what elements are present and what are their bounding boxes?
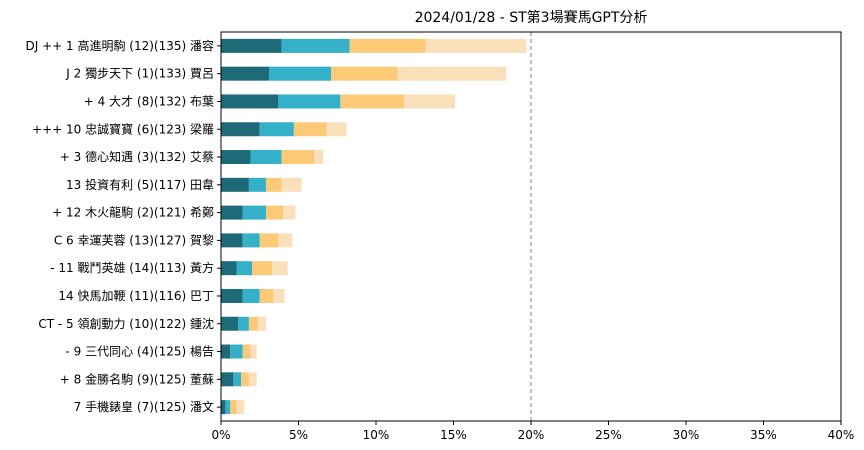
bar-segment xyxy=(248,316,259,331)
y-tick-label: - 11 戰鬥英雄 (14)(113) 黃方 xyxy=(50,260,214,275)
bar-segment xyxy=(397,66,507,81)
bar-segment xyxy=(293,122,327,137)
y-tick-label: + 4 大才 (8)(132) 布葉 xyxy=(84,94,214,108)
bar-segment xyxy=(265,177,282,192)
x-axis: 0% 5% 10% 15% 20% 25% 30% 35% 40% xyxy=(211,421,854,442)
y-tick-label: +++ 10 忠誠寶寶 (6)(123) 梁羅 xyxy=(32,121,214,136)
bar-segment xyxy=(233,372,242,387)
bar-segment xyxy=(278,233,293,248)
x-tick-label: 35% xyxy=(750,428,777,442)
bar-segment xyxy=(221,261,237,276)
bar-segment xyxy=(230,344,243,359)
bar-segment xyxy=(248,177,266,192)
bar-segment xyxy=(281,150,314,165)
y-tick-label: - 9 三代同心 (4)(125) 楊告 xyxy=(66,344,215,359)
bar-segment xyxy=(273,288,285,303)
bar-segment xyxy=(221,150,251,165)
bar-segment xyxy=(236,400,245,415)
bar-segment xyxy=(221,205,243,220)
bar-segment xyxy=(221,344,231,359)
x-tick-label: 20% xyxy=(518,428,545,442)
bar-segment xyxy=(272,261,288,276)
bar-segment xyxy=(221,400,226,415)
bar-segment xyxy=(221,288,243,303)
bars-group xyxy=(221,38,527,415)
bar-segment xyxy=(241,372,249,387)
x-tick-label: 25% xyxy=(595,428,622,442)
y-tick-label: + 8 金勝名駒 (9)(125) 董蘇 xyxy=(60,371,214,386)
bar-segment xyxy=(221,372,234,387)
bar-segment xyxy=(248,372,257,387)
bar-segment xyxy=(230,400,237,415)
bar-segment xyxy=(269,66,332,81)
bar-segment xyxy=(265,205,283,220)
bar-segment xyxy=(221,177,249,192)
bar-segment xyxy=(258,316,266,331)
bar-segment xyxy=(283,205,296,220)
bar-segment xyxy=(250,150,282,165)
y-tick-label: 7 手機錶皇 (7)(125) 潘文 xyxy=(74,399,214,414)
bar-segment xyxy=(314,150,324,165)
y-axis: DJ ++ 1 高進明駒 (12)(135) 潘容 J 2 獨步天下 (1)(13… xyxy=(26,38,221,414)
bar-segment xyxy=(236,261,252,276)
bar-segment xyxy=(221,66,270,81)
bar-segment xyxy=(281,38,350,53)
bar-segment xyxy=(242,344,251,359)
y-tick-label: 14 快馬加鞭 (11)(116) 巴丁 xyxy=(58,289,214,303)
bar-segment xyxy=(221,94,279,109)
bar-segment xyxy=(221,38,282,53)
bar-segment xyxy=(221,316,239,331)
bar-segment xyxy=(238,316,249,331)
bar-segment xyxy=(278,94,341,109)
bar-segment xyxy=(259,122,294,137)
bar-segment xyxy=(281,177,302,192)
bar-segment xyxy=(331,66,398,81)
bar-segment xyxy=(242,288,260,303)
y-tick-label: CT - 5 領創動力 (10)(122) 鍾沈 xyxy=(38,316,214,331)
bar-segment xyxy=(340,94,404,109)
bar-segment xyxy=(259,288,274,303)
x-tick-label: 30% xyxy=(673,428,700,442)
bar-segment xyxy=(425,38,527,53)
y-tick-label: 13 投資有利 (5)(117) 田韋 xyxy=(66,177,214,192)
bar-segment xyxy=(349,38,426,53)
bar-segment xyxy=(242,233,260,248)
bar-segment xyxy=(225,400,231,415)
x-tick-label: 15% xyxy=(440,428,467,442)
x-tick-label: 40% xyxy=(828,428,855,442)
bar-segment xyxy=(259,233,279,248)
x-tick-label: 0% xyxy=(211,428,230,442)
bar-segment xyxy=(326,122,347,137)
bar-segment xyxy=(221,233,243,248)
bar-segment xyxy=(242,205,266,220)
bar-segment xyxy=(221,122,260,137)
y-tick-label: + 3 德心知遇 (3)(132) 艾蔡 xyxy=(60,149,214,164)
chart-title: 2024/01/28 - ST第3場賽馬GPT分析 xyxy=(415,9,648,26)
y-tick-label: J 2 獨步天下 (1)(133) 賈呂 xyxy=(65,66,214,81)
x-tick-label: 10% xyxy=(363,428,390,442)
x-tick-label: 5% xyxy=(289,428,308,442)
bar-segment xyxy=(250,344,257,359)
bar-segment xyxy=(403,94,456,109)
y-tick-label: C 6 幸運芙蓉 (13)(127) 賀黎 xyxy=(54,233,214,247)
y-tick-label: DJ ++ 1 高進明駒 (12)(135) 潘容 xyxy=(26,38,215,53)
y-tick-label: + 12 木火龍駒 (2)(121) 希鄭 xyxy=(52,205,214,220)
bar-segment xyxy=(252,261,273,276)
